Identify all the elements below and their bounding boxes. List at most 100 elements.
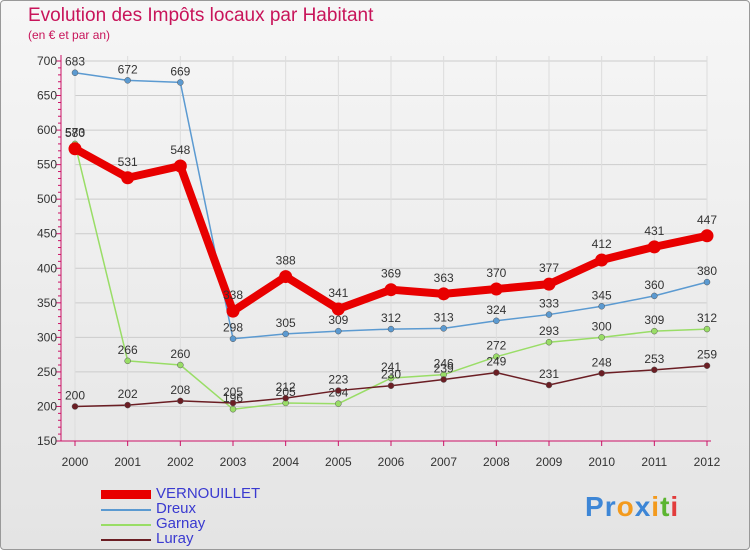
data-label: 305 (276, 316, 296, 330)
data-point (489, 282, 503, 296)
x-tick-label: 2008 (483, 455, 510, 469)
data-point (229, 405, 237, 413)
y-tick-label: 700 (37, 54, 57, 68)
data-label: 241 (381, 360, 401, 374)
data-label: 300 (592, 319, 612, 333)
x-tick-label: 2004 (272, 455, 299, 469)
data-label: 205 (276, 385, 296, 399)
x-tick-label: 2012 (694, 455, 721, 469)
y-tick-label: 200 (37, 399, 57, 413)
data-label: 345 (592, 288, 612, 302)
data-point (71, 403, 79, 410)
data-point (68, 142, 82, 156)
data-point (387, 374, 395, 382)
data-label: 412 (592, 237, 612, 251)
chart-title: Evolution des Impôts locaux par Habitant (28, 5, 374, 26)
data-point (542, 277, 556, 291)
data-label: 196 (223, 391, 243, 405)
data-label: 259 (697, 348, 717, 362)
data-point (647, 240, 661, 254)
data-point (335, 387, 342, 394)
data-label: 333 (539, 297, 559, 311)
data-point (279, 270, 293, 284)
legend-swatch (101, 539, 151, 541)
data-label: 531 (118, 155, 138, 169)
x-tick-label: 2011 (641, 455, 667, 469)
data-label: 370 (486, 266, 506, 280)
data-label: 309 (644, 313, 664, 327)
x-tick-label: 2006 (378, 455, 405, 469)
data-label: 230 (381, 368, 401, 382)
data-point (282, 394, 289, 402)
legend-label: Luray (156, 530, 194, 547)
x-tick-label: 2010 (588, 455, 615, 469)
data-point (703, 325, 711, 333)
data-point (651, 292, 658, 300)
x-tick-label: 2002 (167, 455, 194, 469)
y-tick-label: 150 (37, 434, 57, 448)
data-label: 253 (644, 352, 664, 366)
data-label: 272 (486, 339, 506, 353)
data-point (598, 334, 605, 341)
x-tick-label: 2003 (220, 455, 247, 469)
data-label: 388 (276, 254, 296, 268)
y-tick-label: 300 (37, 330, 57, 344)
data-point (493, 353, 500, 360)
data-label: 580 (65, 126, 85, 140)
data-point (177, 397, 184, 405)
data-point (177, 361, 184, 369)
data-label: 380 (697, 264, 717, 278)
data-point (124, 77, 131, 84)
y-tick-label: 450 (37, 227, 57, 241)
data-label: 312 (381, 311, 401, 325)
data-label: 248 (592, 355, 612, 369)
data-point (595, 253, 609, 267)
data-label: 208 (170, 383, 190, 397)
data-label: 309 (328, 313, 348, 327)
data-label: 212 (276, 380, 296, 394)
data-label: 324 (486, 303, 506, 317)
data-point (440, 376, 447, 383)
data-label: 669 (170, 64, 190, 78)
data-label: 249 (486, 355, 506, 369)
legend-label: Garnay (156, 515, 206, 532)
data-label: 338 (223, 288, 243, 302)
y-tick-label: 400 (37, 261, 57, 275)
legend-swatch (101, 524, 151, 526)
data-label: 312 (697, 311, 717, 325)
data-point (331, 302, 345, 316)
legend-label: Dreux (156, 500, 197, 517)
y-tick-label: 350 (37, 296, 57, 310)
data-point (545, 381, 553, 389)
data-label: 369 (381, 267, 401, 281)
y-tick-label: 550 (37, 158, 57, 172)
data-label: 200 (65, 388, 85, 402)
data-point (545, 311, 553, 318)
data-point (700, 229, 714, 243)
data-point (335, 400, 342, 407)
data-point (387, 382, 395, 389)
data-point (229, 335, 237, 342)
data-label: 363 (434, 271, 454, 285)
data-point (384, 283, 398, 297)
data-label: 205 (223, 385, 243, 399)
data-label: 202 (118, 387, 138, 401)
data-point (177, 79, 184, 86)
data-point (545, 338, 553, 346)
data-label: 672 (118, 62, 138, 76)
chart-subtitle: (en € et par an) (28, 28, 111, 42)
data-point (71, 69, 79, 76)
data-point (226, 304, 240, 318)
data-label: 298 (223, 321, 243, 335)
data-point (437, 287, 451, 301)
data-label: 223 (328, 373, 348, 387)
data-point (493, 317, 500, 325)
data-label: 266 (118, 343, 138, 357)
data-point (124, 357, 131, 365)
data-label: 447 (697, 213, 717, 227)
data-point (229, 399, 237, 407)
legend-label: VERNOUILLET (156, 485, 261, 502)
legend-swatch (101, 509, 151, 511)
data-label: 341 (328, 286, 348, 300)
